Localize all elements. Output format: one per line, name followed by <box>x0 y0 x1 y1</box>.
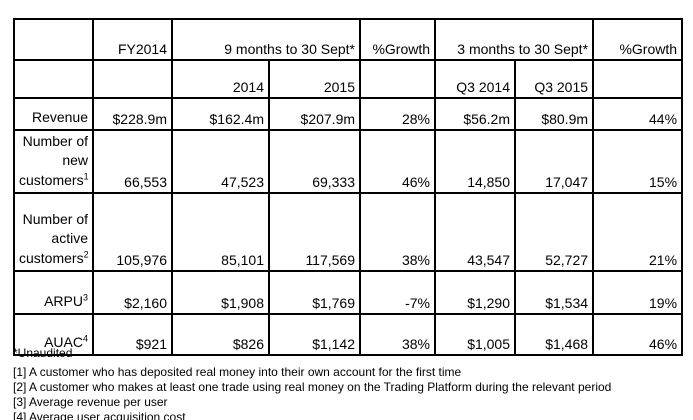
table-row-revenue: Revenue $228.9m $162.4m $207.9m 28% $56.… <box>13 97 684 131</box>
row-label-auac: AUAC4 <box>13 312 94 356</box>
cell-actcust-9m-2014: 85,101 <box>171 191 270 272</box>
row-label-arpu: ARPU3 <box>13 269 94 315</box>
cell-arpu-growth-9m: -7% <box>359 269 437 315</box>
cell-newcust-9m-2014: 47,523 <box>171 129 270 194</box>
cell-auac-q3-2015: $1,468 <box>514 312 595 356</box>
row-label-new-customers: Number of new customers1 <box>13 129 94 194</box>
cell-arpu-9m-2015: $1,769 <box>267 269 362 315</box>
footnotes-block: *Unaudited [1] A customer who has deposi… <box>13 346 683 420</box>
table-row-active-customers: Number of active customers2 105,976 85,1… <box>13 191 684 272</box>
cell-revenue-q3-2015: $80.9m <box>514 97 595 131</box>
cell-auac-growth-9m: 38% <box>359 312 437 356</box>
footnote-4: [4] Average user acquisition cost <box>13 409 186 420</box>
footnote-2: [2] A customer who makes at least one tr… <box>13 379 612 394</box>
cell-newcust-9m-2015: 69,333 <box>267 129 362 194</box>
footnote-1: [1] A customer who has deposited real mo… <box>13 364 462 379</box>
cell-newcust-growth-9m: 46% <box>359 129 437 194</box>
subheader-2015: 2015 <box>267 59 362 99</box>
empty-cell <box>359 59 437 99</box>
cell-revenue-fy2014: $228.9m <box>92 97 173 131</box>
cell-arpu-growth-3m: 19% <box>592 269 684 315</box>
table-row-arpu: ARPU3 $2,160 $1,908 $1,769 -7% $1,290 $1… <box>13 269 684 315</box>
header-fy2014: FY2014 <box>92 18 173 61</box>
header-nine-months: 9 months to 30 Sept* <box>170 18 362 61</box>
footnote-unaudited: *Unaudited <box>13 346 73 360</box>
cell-newcust-fy2014: 66,553 <box>92 129 173 194</box>
cell-newcust-q3-2014: 14,850 <box>434 129 517 194</box>
cell-actcust-q3-2014: 43,547 <box>434 191 517 272</box>
corner-cell <box>13 18 94 61</box>
cell-revenue-growth-9m: 28% <box>359 97 437 131</box>
row-label-active-customers: Number of active customers2 <box>13 191 94 272</box>
cell-actcust-growth-9m: 38% <box>359 191 437 272</box>
cell-auac-9m-2014: $826 <box>171 312 270 356</box>
cell-actcust-9m-2015: 117,569 <box>267 191 362 272</box>
cell-newcust-growth-3m: 15% <box>592 129 684 194</box>
cell-auac-q3-2014: $1,005 <box>434 312 517 356</box>
footnote-3: [3] Average revenue per user <box>13 394 168 409</box>
table-row-auac: AUAC4 $921 $826 $1,142 38% $1,005 $1,468… <box>13 312 684 356</box>
header-growth-9m: %Growth <box>359 18 437 61</box>
cell-revenue-9m-2015: $207.9m <box>267 97 362 131</box>
cell-auac-9m-2015: $1,142 <box>267 312 362 356</box>
cell-arpu-q3-2015: $1,534 <box>514 269 595 315</box>
row-label-revenue: Revenue <box>13 97 94 131</box>
header-row-years: 2014 2015 Q3 2014 Q3 2015 <box>13 59 684 99</box>
cell-auac-growth-3m: 46% <box>592 312 684 356</box>
header-growth-3m: %Growth <box>592 18 684 61</box>
header-row-periods: FY2014 9 months to 30 Sept* %Growth 3 mo… <box>13 18 684 61</box>
cell-revenue-9m-2014: $162.4m <box>171 97 270 131</box>
empty-cell <box>13 59 94 99</box>
header-three-months: 3 months to 30 Sept* <box>434 18 595 61</box>
cell-revenue-growth-3m: 44% <box>592 97 684 131</box>
cell-revenue-q3-2014: $56.2m <box>434 97 517 131</box>
cell-arpu-q3-2014: $1,290 <box>434 269 517 315</box>
table-row-new-customers: Number of new customers1 66,553 47,523 6… <box>13 129 684 194</box>
empty-cell <box>592 59 684 99</box>
financial-results-table: FY2014 9 months to 30 Sept* %Growth 3 mo… <box>13 18 684 356</box>
cell-actcust-q3-2015: 52,727 <box>514 191 595 272</box>
cell-auac-fy2014: $921 <box>92 312 173 356</box>
empty-cell <box>92 59 173 99</box>
cell-actcust-fy2014: 105,976 <box>92 191 173 272</box>
cell-actcust-growth-3m: 21% <box>592 191 684 272</box>
subheader-q3-2015: Q3 2015 <box>514 59 595 99</box>
subheader-q3-2014: Q3 2014 <box>434 59 517 99</box>
cell-arpu-9m-2014: $1,908 <box>171 269 270 315</box>
cell-arpu-fy2014: $2,160 <box>92 269 173 315</box>
cell-newcust-q3-2015: 17,047 <box>514 129 595 194</box>
subheader-2014: 2014 <box>171 59 270 99</box>
financial-results-table-wrap: FY2014 9 months to 30 Sept* %Growth 3 mo… <box>13 18 684 356</box>
